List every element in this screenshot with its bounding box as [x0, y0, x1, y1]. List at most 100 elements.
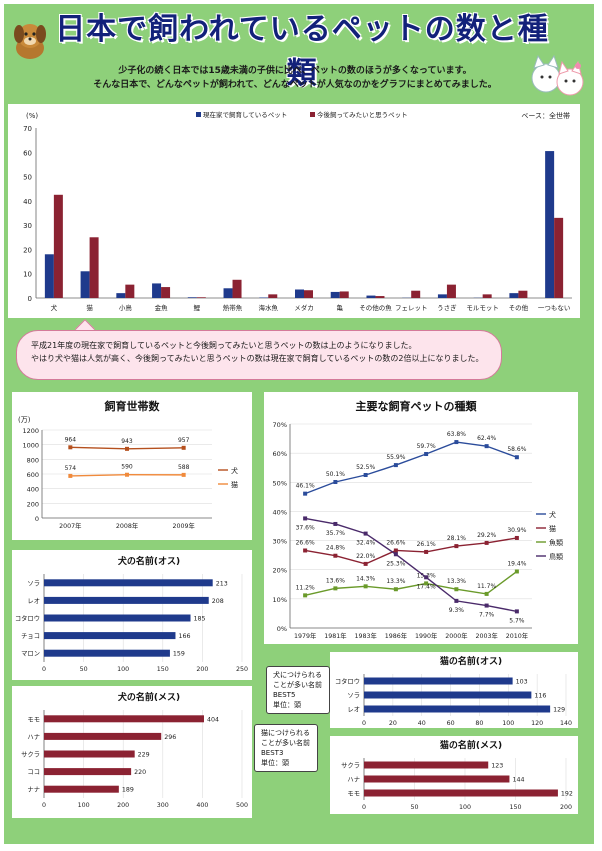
bar [366, 295, 376, 298]
data-point [424, 581, 429, 586]
x-tick-label: 100 [78, 802, 90, 809]
data-label: 26.6% [296, 539, 315, 546]
dog-note-line: ことが多い名前 [273, 681, 322, 689]
category-label: ソラ [27, 579, 40, 587]
y-tick-label: 70% [273, 421, 287, 429]
x-tick-label: 250 [236, 666, 248, 673]
base-label: ベース：全世帯 [521, 111, 570, 120]
category-label: モモ [347, 790, 360, 798]
pets-bar-chart: 0 10 20 30 40 50 60 70 (%) ベース：全世帯 現在家で飼育しているペット 今後… [23, 110, 572, 312]
data-point [424, 452, 429, 457]
bar [44, 649, 170, 657]
category-label: 猫 [86, 303, 93, 312]
data-point [181, 472, 186, 477]
y-tick-label: 600 [27, 471, 39, 479]
x-tick-label: 60 [447, 720, 455, 727]
category-label: その他の魚 [359, 303, 392, 312]
x-tick-label: 100 [502, 720, 514, 727]
bar [295, 289, 304, 298]
data-point [514, 535, 519, 540]
dog-note-line: 犬につけられる [273, 671, 322, 679]
bar [44, 785, 119, 793]
data-label: 25.3% [386, 560, 405, 567]
unit-label: (%) [26, 112, 38, 120]
bar [339, 291, 349, 298]
x-tick-label: 100 [459, 804, 471, 811]
data-label: 55.9% [386, 454, 405, 461]
bar [304, 290, 313, 298]
data-label: 35.7% [326, 530, 345, 537]
bar [44, 254, 54, 298]
cat-note-line: BEST3 [261, 749, 284, 757]
data-point [484, 444, 489, 449]
x-tick-label: 1981年 [324, 631, 346, 640]
bar [53, 194, 63, 298]
category-label: チョコ [21, 632, 40, 640]
summary-callout: 平成21年度の現在家で飼育しているペットと今後飼ってみたいと思うペットの数は上の… [16, 330, 502, 380]
bar [187, 297, 197, 298]
callout-line-1: 平成21年度の現在家で飼育しているペットと今後飼ってみたいと思うペットの数は上の… [31, 341, 417, 350]
y-tick-label: 10% [273, 596, 287, 604]
x-tick-label: 100 [117, 666, 129, 673]
data-label: 166 [178, 633, 190, 640]
y-tick-label: 20 [23, 246, 32, 254]
data-point [363, 531, 368, 536]
data-label: 11.2% [296, 584, 315, 591]
legend-swatch [310, 112, 315, 117]
legend-swatch [196, 112, 201, 117]
data-label: 11.7% [477, 583, 496, 590]
data-point [303, 548, 308, 553]
x-tick-label: 0 [362, 720, 366, 727]
data-point [125, 472, 129, 477]
data-point [454, 598, 459, 603]
category-label: 熱帯魚 [223, 303, 243, 312]
series-line [305, 537, 517, 565]
category-label: ソラ [347, 692, 360, 700]
data-point [393, 552, 398, 557]
cat-male-panel: 猫の名前(オス) 0 20 40 60 80 100 120 140 コタロウ 103 ソラ 116 レオ… [330, 652, 578, 728]
data-point [125, 446, 129, 451]
y-tick-label: 1000 [22, 442, 39, 450]
bar [80, 271, 90, 298]
x-tick-label: 0 [42, 802, 46, 809]
legend-label: 犬 [231, 466, 238, 475]
y-tick-label: 70 [23, 125, 32, 133]
data-point [424, 549, 429, 554]
bar [44, 579, 213, 587]
chart-title: 飼育世帯数 [104, 399, 161, 413]
category-label: ハナ [27, 733, 40, 741]
dog-illustration [14, 24, 46, 59]
bar [44, 614, 191, 622]
data-label: 943 [121, 438, 133, 445]
data-label: 588 [178, 464, 190, 471]
category-label: マロン [21, 650, 40, 658]
data-label: 52.5% [356, 464, 375, 471]
bar [364, 691, 532, 699]
chart-title: 猫の名前(オス) [440, 655, 502, 667]
data-label: 24.8% [326, 545, 345, 552]
category-label: 金魚 [155, 303, 169, 312]
data-point [454, 544, 459, 549]
category-label: サクラ [341, 762, 360, 770]
data-label: 63.8% [447, 431, 466, 438]
legend-label: 犬 [549, 510, 556, 519]
dog-note-line: BEST5 [273, 691, 296, 699]
bar [411, 290, 421, 298]
data-label: 213 [216, 580, 228, 587]
data-point [333, 479, 338, 484]
data-point [514, 609, 519, 614]
data-point [514, 569, 519, 574]
series-line [304, 441, 518, 495]
cat-note-line: ことが多い名前 [261, 739, 310, 747]
dog-male-bar-chart: 犬の名前(オス) 0 50 100 150 200 250 ソラ 213 レオ 208 コタロウ 185… [15, 555, 248, 673]
y-tick-label: 50 [23, 174, 32, 182]
data-label: 9.3% [449, 607, 465, 614]
data-label: 13.6% [326, 577, 345, 584]
category-label: コタロウ [15, 614, 40, 623]
y-tick-label: 10 [23, 271, 32, 279]
legend-label: 現在家で飼育しているペット [203, 110, 287, 119]
dog-female-bar-chart: 犬の名前(メス) 0 100 200 300 400 500 モモ 404 ハナ 296 サクラ 229… [21, 691, 248, 809]
y-tick-label: 200 [27, 500, 39, 508]
y-tick-label: 30 [23, 222, 32, 230]
data-point [484, 603, 489, 608]
